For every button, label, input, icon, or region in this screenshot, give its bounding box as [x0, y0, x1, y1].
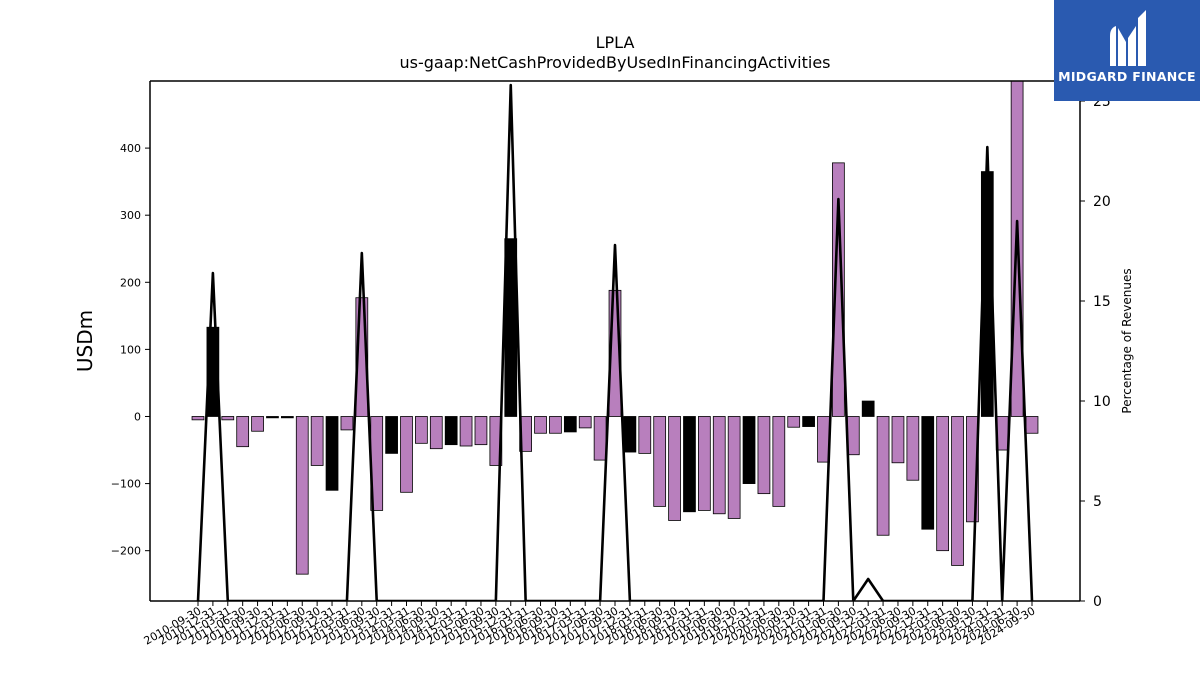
y-tick-label: −100	[111, 478, 141, 491]
brand-logo-text: MIDGARD FINANCE	[1058, 69, 1196, 84]
bar	[757, 416, 771, 495]
bar	[966, 416, 979, 523]
y2-tick-label: 0	[1093, 594, 1102, 610]
bar	[802, 416, 815, 427]
y-tick-label: 400	[120, 142, 141, 155]
bar	[549, 416, 562, 434]
bar	[221, 416, 235, 421]
chart-subtitle: us-gaap:NetCashProvidedByUsedInFinancing…	[399, 53, 830, 72]
bar	[251, 416, 264, 432]
y2-tick-label: 10	[1093, 394, 1111, 410]
brand-logo: MIDGARD FINANCE	[1054, 0, 1200, 101]
bar	[429, 416, 443, 450]
bar	[295, 416, 309, 575]
bar	[832, 162, 845, 417]
bar	[355, 297, 369, 417]
bar	[906, 416, 920, 481]
bar	[742, 416, 756, 484]
y2-axis-label: Percentage of Revenues	[1120, 268, 1134, 413]
bar	[280, 416, 294, 419]
y2-tick-label: 20	[1093, 194, 1111, 210]
midgard-logo-icon	[1110, 10, 1146, 66]
bar	[876, 416, 890, 536]
bar	[444, 416, 458, 446]
bar	[310, 416, 324, 466]
bar	[459, 416, 473, 447]
bar	[415, 416, 428, 444]
bar	[593, 416, 607, 461]
bar	[712, 416, 726, 515]
bar	[1025, 416, 1039, 434]
bar	[772, 416, 786, 507]
bar	[400, 416, 413, 493]
bar	[325, 416, 339, 491]
bar	[489, 416, 503, 466]
y2-tick-label: 15	[1093, 294, 1111, 310]
pct-of-revenues-line	[196, 83, 1034, 601]
bar	[206, 326, 220, 417]
bar	[608, 289, 622, 417]
y-axis-label: USDm	[73, 310, 97, 372]
y-tick-label: 200	[120, 276, 141, 289]
bar	[951, 416, 964, 566]
bar	[727, 416, 741, 519]
bar	[266, 416, 279, 419]
bar	[563, 416, 577, 433]
bar	[683, 416, 696, 513]
y-tick-label: −200	[111, 545, 141, 558]
bar	[191, 416, 205, 421]
bar	[891, 416, 905, 464]
y-tick-label: 100	[120, 343, 141, 356]
y-tick-label: 300	[120, 209, 141, 222]
bar	[846, 416, 860, 456]
chart-title: LPLA	[596, 33, 635, 52]
bar	[623, 416, 637, 453]
y-tick-label: 0	[134, 410, 141, 423]
bar	[474, 416, 488, 446]
bar	[861, 400, 875, 417]
bar	[698, 416, 711, 511]
bar	[638, 416, 652, 454]
bar	[668, 416, 681, 521]
bar	[653, 416, 667, 507]
bar	[236, 416, 250, 448]
bar	[534, 416, 547, 434]
y2-tick-label: 5	[1093, 494, 1102, 510]
bar	[921, 416, 935, 530]
bar	[385, 416, 398, 454]
bar	[787, 416, 801, 428]
bar	[936, 416, 950, 552]
bar	[340, 416, 354, 431]
bar	[578, 416, 592, 429]
